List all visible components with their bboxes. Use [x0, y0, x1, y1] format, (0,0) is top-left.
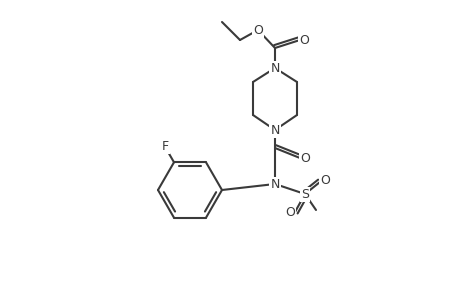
Text: O: O	[299, 152, 309, 164]
Text: O: O	[252, 23, 263, 37]
Text: O: O	[285, 206, 294, 218]
Text: O: O	[298, 34, 308, 46]
Text: S: S	[300, 188, 308, 200]
Text: N: N	[270, 178, 279, 190]
Text: F: F	[161, 140, 168, 153]
Text: N: N	[270, 61, 279, 74]
Text: N: N	[270, 124, 279, 136]
Text: O: O	[319, 173, 329, 187]
